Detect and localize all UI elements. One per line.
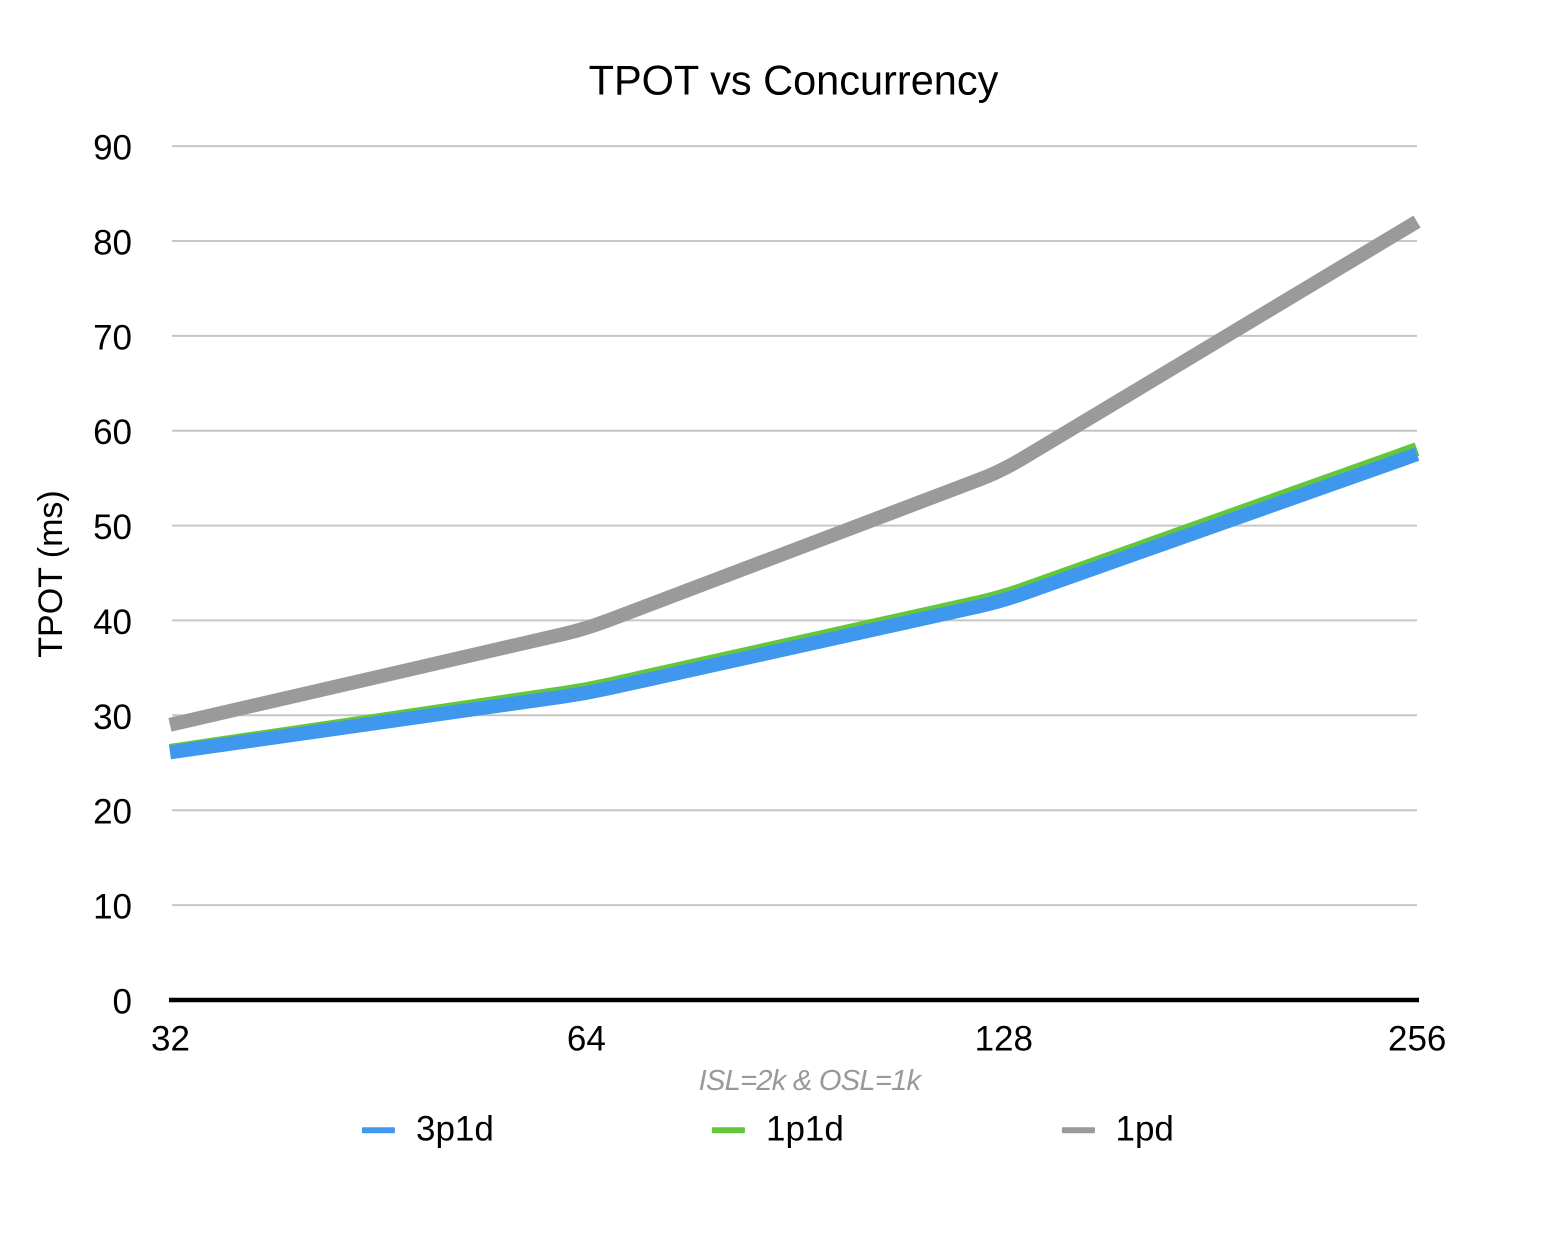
svg-text:20: 20	[93, 793, 132, 832]
svg-text:TPOT (ms): TPOT (ms)	[32, 490, 70, 657]
svg-text:3p1d: 3p1d	[416, 1110, 494, 1149]
svg-text:1p1d: 1p1d	[766, 1110, 844, 1149]
svg-text:70: 70	[93, 318, 132, 357]
svg-text:0: 0	[113, 983, 132, 1022]
svg-text:30: 30	[93, 698, 132, 737]
svg-text:40: 40	[93, 603, 132, 642]
svg-text:TPOT vs Concurrency: TPOT vs Concurrency	[589, 57, 999, 104]
svg-text:80: 80	[93, 224, 132, 263]
svg-text:60: 60	[93, 413, 132, 452]
svg-text:10: 10	[93, 888, 132, 927]
svg-text:64: 64	[567, 1019, 606, 1058]
svg-text:90: 90	[93, 129, 132, 168]
svg-text:1pd: 1pd	[1116, 1110, 1174, 1149]
svg-text:256: 256	[1388, 1019, 1446, 1058]
svg-text:ISL=2k & OSL=1k: ISL=2k & OSL=1k	[699, 1065, 923, 1097]
svg-text:50: 50	[93, 508, 132, 547]
svg-text:128: 128	[975, 1019, 1033, 1058]
svg-text:32: 32	[151, 1019, 190, 1058]
